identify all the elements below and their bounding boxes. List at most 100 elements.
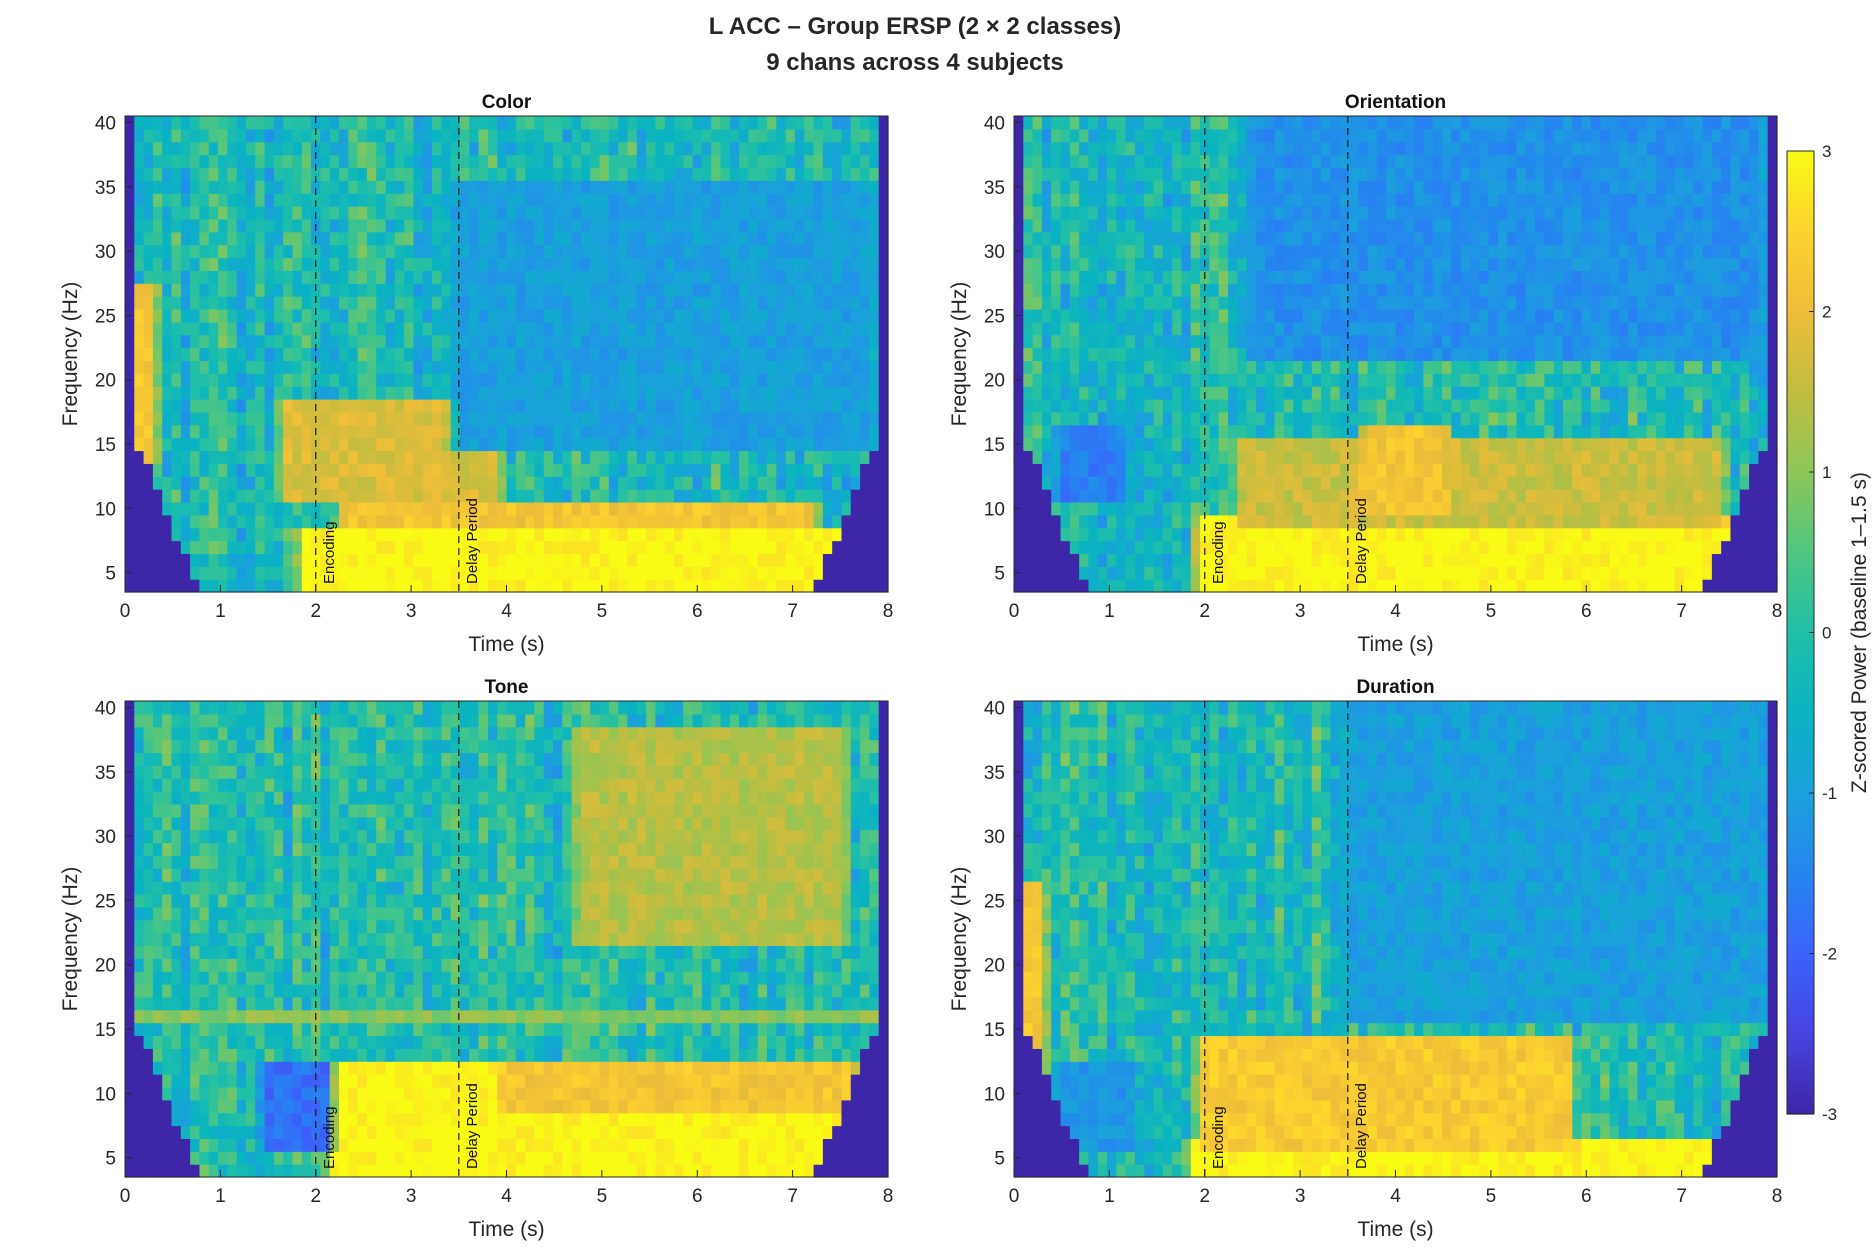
heatmap-cell xyxy=(1302,296,1313,310)
heatmap-cell xyxy=(655,244,666,259)
heatmap-cell xyxy=(1228,141,1238,156)
heatmap-cell xyxy=(1153,321,1164,336)
heatmap-cell xyxy=(497,128,508,143)
heatmap-cell xyxy=(683,308,694,323)
heatmap-cell xyxy=(1237,553,1248,567)
heatmap-cell xyxy=(1116,154,1127,169)
heatmap-cell xyxy=(1386,167,1397,181)
heatmap-cell xyxy=(1032,206,1043,220)
heatmap-cell xyxy=(208,141,219,156)
heatmap-cell xyxy=(608,283,619,297)
heatmap-cell xyxy=(599,566,610,580)
heatmap-cell xyxy=(1144,463,1155,477)
heatmap-cell xyxy=(385,463,396,477)
heatmap-cell xyxy=(1218,514,1229,529)
heatmap-cell xyxy=(646,399,656,413)
heatmap-cell xyxy=(1228,283,1238,297)
heatmap-cell xyxy=(1255,501,1266,516)
heatmap-cell xyxy=(627,579,638,593)
heatmap-cell xyxy=(1265,566,1276,580)
heatmap-cell xyxy=(339,154,349,169)
heatmap-cell xyxy=(497,257,508,271)
heatmap-cell xyxy=(1255,128,1266,143)
heatmap-cell xyxy=(348,116,359,130)
heatmap-cell xyxy=(1469,308,1480,323)
heatmap-cell xyxy=(1246,218,1257,233)
heatmap-cell xyxy=(320,553,331,567)
heatmap-cell xyxy=(1442,154,1452,169)
heatmap-cell xyxy=(785,116,796,130)
heatmap-cell xyxy=(822,167,833,181)
heatmap-cell xyxy=(869,566,880,580)
heatmap-cell xyxy=(618,411,629,426)
heatmap-cell xyxy=(1190,360,1201,374)
heatmap-cell xyxy=(1469,231,1480,246)
heatmap-cell xyxy=(571,360,582,374)
heatmap-cell xyxy=(1107,347,1117,362)
heatmap-cell xyxy=(1442,308,1452,323)
heatmap-cell xyxy=(506,566,517,580)
heatmap-cell xyxy=(1209,270,1220,284)
heatmap-cell xyxy=(673,553,684,567)
heatmap-cell xyxy=(1181,553,1192,567)
heatmap-cell xyxy=(1386,424,1397,439)
heatmap-cell xyxy=(506,321,517,336)
heatmap-cell xyxy=(785,373,796,387)
heatmap-cell xyxy=(562,566,573,580)
heatmap-cell xyxy=(450,283,461,297)
heatmap-cell xyxy=(1488,296,1499,310)
heatmap-cell xyxy=(692,450,703,464)
heatmap-cell xyxy=(822,489,833,503)
heatmap-cell xyxy=(869,360,880,374)
heatmap-cell xyxy=(180,360,191,374)
heatmap-cell xyxy=(739,141,750,156)
heatmap-cell xyxy=(1218,244,1229,259)
heatmap-cell xyxy=(208,244,219,259)
heatmap-cell xyxy=(627,116,638,130)
heatmap-cell xyxy=(180,399,191,413)
heatmap-cell xyxy=(1376,450,1387,464)
heatmap-cell xyxy=(366,296,377,310)
heatmap-cell xyxy=(469,514,480,529)
heatmap-cell xyxy=(190,476,201,490)
heatmap-cell xyxy=(422,579,433,593)
heatmap-cell xyxy=(1051,463,1062,477)
heatmap-cell xyxy=(329,437,340,452)
heatmap-cell xyxy=(683,321,694,336)
heatmap-cell xyxy=(785,231,796,246)
heatmap-cell xyxy=(1274,321,1285,336)
heatmap-cell xyxy=(218,334,228,349)
heatmap-cell xyxy=(1014,154,1024,169)
heatmap-cell xyxy=(1246,244,1257,259)
heatmap-cell xyxy=(776,501,787,516)
heatmap-cell xyxy=(832,527,843,542)
heatmap-cell xyxy=(748,540,759,554)
heatmap-cell xyxy=(292,540,303,554)
heatmap-cell xyxy=(478,270,489,284)
heatmap-cell xyxy=(1181,334,1192,349)
heatmap-cell xyxy=(515,231,526,246)
heatmap-cell xyxy=(1339,167,1350,181)
heatmap-cell xyxy=(357,167,368,181)
heatmap-cell xyxy=(1311,527,1322,542)
heatmap-cell xyxy=(432,501,442,516)
heatmap-cell xyxy=(273,308,284,323)
heatmap-cell xyxy=(1348,514,1359,529)
heatmap-cell xyxy=(1386,476,1397,490)
heatmap-cell xyxy=(1423,514,1434,529)
heatmap-cell xyxy=(1451,206,1462,220)
heatmap-cell xyxy=(487,489,498,503)
heatmap-cell xyxy=(534,154,545,169)
heatmap-cell xyxy=(152,347,163,362)
heatmap-cell xyxy=(478,360,489,374)
heatmap-cell xyxy=(1442,553,1452,567)
heatmap-cell xyxy=(1330,244,1341,259)
heatmap-cell xyxy=(1395,128,1406,143)
heatmap-cell xyxy=(422,540,433,554)
heatmap-cell xyxy=(218,154,228,169)
heatmap-cell xyxy=(729,553,740,567)
heatmap-cell xyxy=(1051,386,1062,400)
heatmap-cell xyxy=(1358,424,1369,439)
heatmap-cell xyxy=(1423,463,1434,477)
heatmap-cell xyxy=(1330,399,1341,413)
